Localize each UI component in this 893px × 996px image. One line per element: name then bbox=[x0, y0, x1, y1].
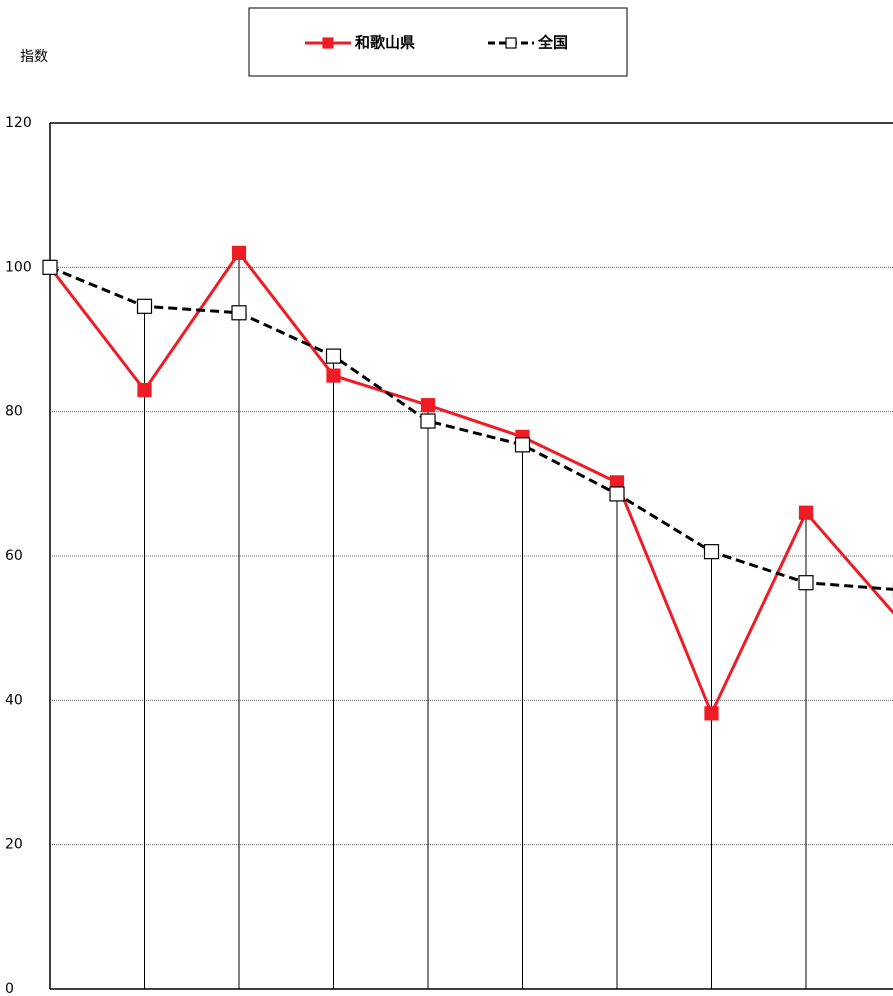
point-marker bbox=[514, 437, 531, 453]
point-marker bbox=[231, 305, 247, 321]
point-marker bbox=[325, 348, 342, 364]
point-marker bbox=[136, 298, 153, 314]
legend-label: 全国 bbox=[537, 34, 568, 52]
legend-marker bbox=[322, 37, 334, 49]
y-tick-label: 60 bbox=[5, 548, 23, 564]
y-tick-label: 80 bbox=[5, 404, 23, 420]
series-line bbox=[49, 265, 893, 591]
point-marker bbox=[420, 413, 436, 429]
point-marker bbox=[42, 259, 58, 275]
point-marker bbox=[137, 382, 152, 398]
legend: 和歌山県 全国 bbox=[305, 34, 568, 52]
series-line bbox=[48, 250, 893, 718]
point-marker bbox=[703, 544, 720, 560]
point-marker bbox=[798, 575, 814, 591]
y-tick-label: 0 bbox=[5, 981, 14, 996]
point-marker bbox=[420, 398, 436, 413]
legend-marker bbox=[505, 37, 517, 49]
y-tick-label: 40 bbox=[5, 692, 23, 708]
legend-label: 和歌山県 bbox=[355, 34, 415, 52]
y-tick-label: 20 bbox=[5, 837, 23, 853]
y-tick-label: 120 bbox=[5, 115, 32, 131]
y-axis-label: 指数 bbox=[20, 49, 48, 65]
point-marker bbox=[609, 486, 625, 502]
point-marker bbox=[231, 245, 247, 260]
point-marker bbox=[798, 505, 814, 520]
point-marker bbox=[326, 368, 341, 383]
y-tick-label: 100 bbox=[5, 259, 32, 275]
point-marker bbox=[704, 706, 719, 721]
